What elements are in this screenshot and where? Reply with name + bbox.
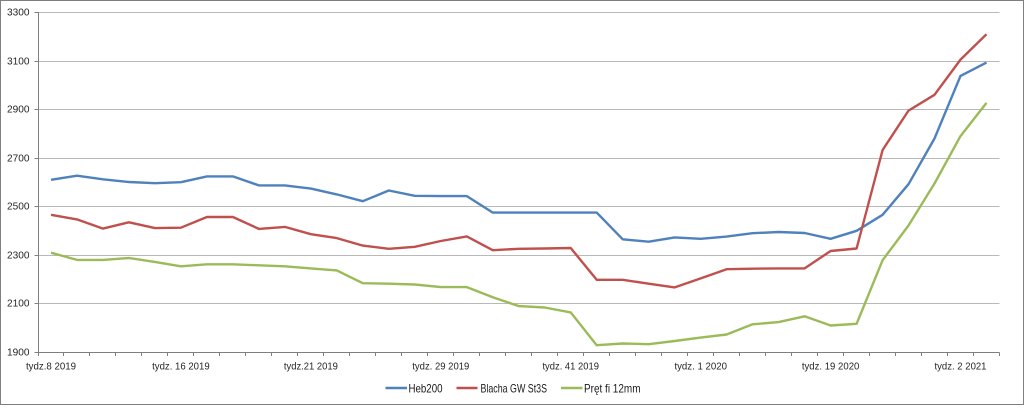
svg-text:tydz. 29 2019: tydz. 29 2019 [412, 361, 469, 373]
svg-text:tydz. 19 2020: tydz. 19 2020 [802, 361, 860, 373]
svg-text:2300: 2300 [7, 250, 30, 262]
svg-text:2100: 2100 [7, 298, 30, 310]
svg-text:1900: 1900 [7, 347, 30, 359]
svg-text:Heb200: Heb200 [409, 382, 443, 396]
svg-text:tydz.8 2019: tydz.8 2019 [26, 361, 76, 373]
svg-text:Blacha GW St3S: Blacha GW St3S [481, 382, 548, 396]
svg-text:2700: 2700 [7, 153, 30, 165]
svg-text:2500: 2500 [7, 201, 30, 213]
svg-text:tydz. 41 2019: tydz. 41 2019 [542, 361, 599, 373]
svg-text:3300: 3300 [7, 7, 30, 19]
svg-text:Pręt fi 12mm: Pręt fi 12mm [584, 382, 641, 396]
svg-text:2900: 2900 [7, 104, 30, 116]
svg-text:3100: 3100 [7, 56, 30, 68]
svg-text:tydz. 1 2020: tydz. 1 2020 [674, 361, 727, 373]
svg-text:tydz. 2 2021: tydz. 2 2021 [935, 361, 987, 373]
svg-text:tydz.21 2019: tydz.21 2019 [284, 361, 338, 373]
svg-text:tydz. 16 2019: tydz. 16 2019 [152, 361, 210, 373]
